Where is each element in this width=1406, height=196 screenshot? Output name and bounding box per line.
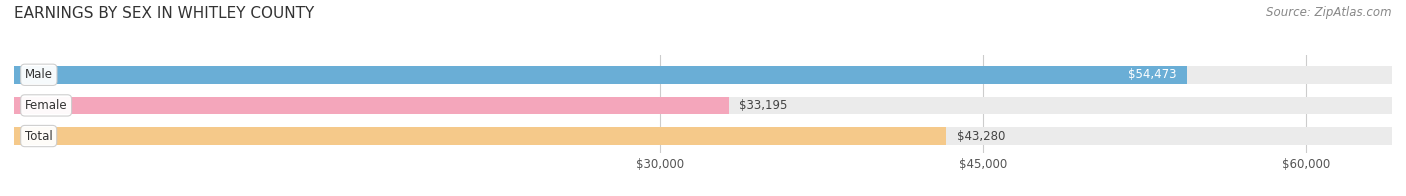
Bar	[14, 97, 728, 114]
Text: Male: Male	[25, 68, 53, 81]
Text: $33,195: $33,195	[740, 99, 787, 112]
Bar	[14, 127, 946, 145]
Text: Total: Total	[25, 130, 52, 142]
Text: $43,280: $43,280	[956, 130, 1005, 142]
Text: EARNINGS BY SEX IN WHITLEY COUNTY: EARNINGS BY SEX IN WHITLEY COUNTY	[14, 6, 315, 21]
Bar	[14, 66, 1187, 84]
Bar	[14, 66, 1392, 84]
Bar	[14, 97, 1392, 114]
Text: $54,473: $54,473	[1128, 68, 1175, 81]
Text: Source: ZipAtlas.com: Source: ZipAtlas.com	[1267, 6, 1392, 19]
Bar	[14, 127, 1392, 145]
Text: Female: Female	[25, 99, 67, 112]
